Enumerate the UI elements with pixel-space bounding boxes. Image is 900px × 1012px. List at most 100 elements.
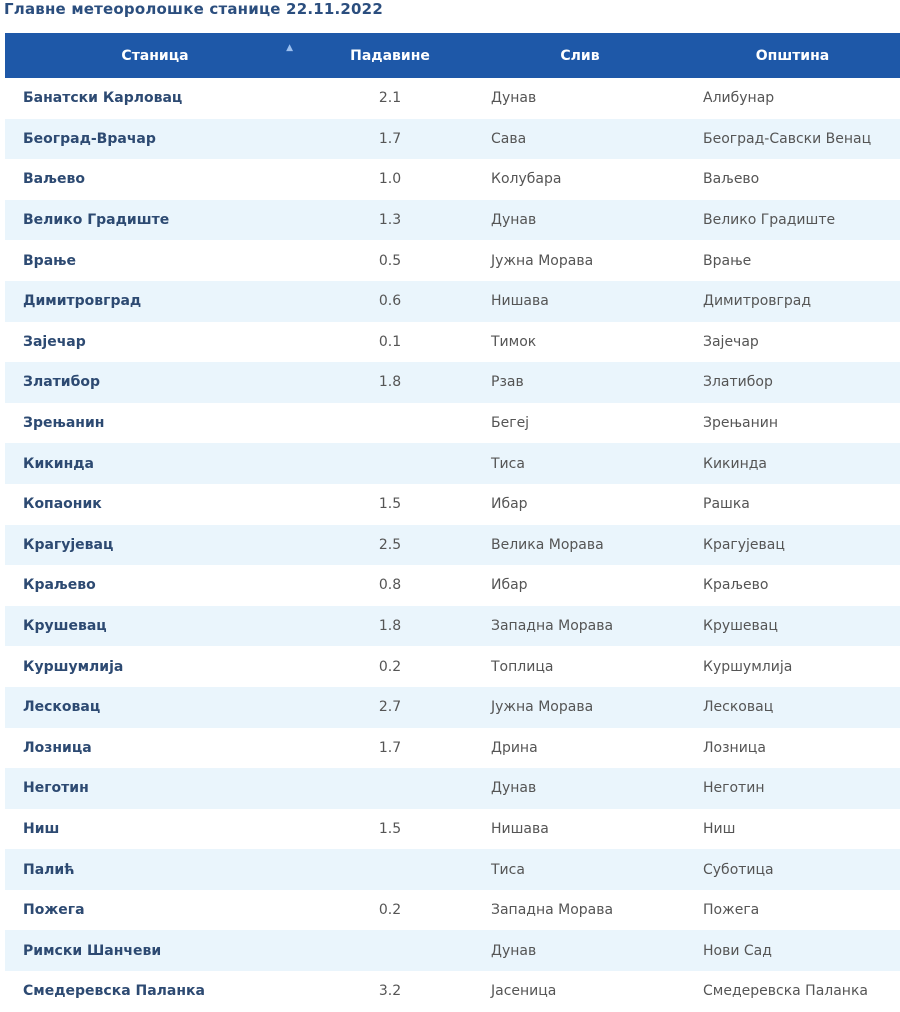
- station-cell: Неготин: [23, 780, 89, 797]
- basin-cell: Западна Морава: [491, 902, 614, 919]
- basin-cell: Нишава: [491, 293, 549, 310]
- municipality-cell: Зајечар: [703, 333, 759, 350]
- basin-cell: Рзав: [491, 374, 524, 391]
- precip-cell: 1.0: [378, 171, 402, 188]
- table-row: Златибор 1.8 Рзав Златибор: [5, 362, 900, 403]
- basin-cell: Бегеј: [491, 415, 530, 432]
- station-cell: Пожега: [23, 902, 85, 919]
- basin-cell: Сава: [491, 130, 527, 147]
- table-row: Лесковац 2.7 Јужна Морава Лесковац: [5, 686, 900, 728]
- basin-cell: Тимок: [491, 333, 537, 350]
- column-header-municipality[interactable]: Општина: [755, 47, 830, 64]
- station-cell: Лозница: [23, 739, 92, 756]
- table-row: Палић Тиса Суботица: [5, 849, 900, 890]
- basin-cell: Ибар: [491, 496, 528, 513]
- basin-cell: Дунав: [491, 942, 537, 959]
- table-row: Београд-Врачар 1.7 Сава Београд-Савски Вена…: [5, 118, 900, 160]
- precip-cell: 0.1: [378, 333, 402, 350]
- station-cell: Димитровград: [23, 293, 142, 310]
- basin-cell: Велика Морава: [491, 536, 604, 553]
- station-cell: Зрењанин: [23, 415, 105, 432]
- table-row: Кикинда Тиса Кикинда: [5, 443, 900, 484]
- station-cell: Ваљево: [23, 171, 85, 188]
- basin-cell: Дунав: [491, 212, 537, 229]
- column-header-precip[interactable]: Падавине: [350, 47, 430, 64]
- basin-cell: Дунав: [491, 780, 537, 797]
- municipality-cell: Неготин: [703, 780, 765, 797]
- station-cell: Смедеревска Паланка: [23, 983, 205, 1000]
- column-header-station[interactable]: Станица ▲: [5, 33, 305, 78]
- precip-cell: [305, 768, 475, 809]
- basin-cell: Тиса: [491, 455, 525, 472]
- basin-cell: Јужна Морава: [491, 699, 594, 716]
- municipality-cell: Велико Градиште: [703, 212, 836, 229]
- basin-cell: Јужна Морава: [491, 252, 594, 269]
- table-row: Велико Градиште 1.3 Дунав Велико Градиште: [5, 199, 900, 241]
- station-cell: Копаоник: [23, 496, 102, 513]
- table-row: Крагујевац 2.5 Велика Морава Крагујевац: [5, 524, 900, 566]
- sort-ascending-icon[interactable]: ▲: [286, 43, 293, 53]
- municipality-cell: Ниш: [703, 820, 736, 837]
- column-header-station-label: Станица: [121, 47, 189, 64]
- precip-cell: [305, 930, 475, 971]
- table-row: Крушевац 1.8 Западна Морава Крушевац: [5, 605, 900, 647]
- table-row: Римски Шанчеви Дунав Нови Сад: [5, 930, 900, 972]
- station-cell: Лесковац: [23, 699, 101, 716]
- station-cell: Краљево: [23, 577, 96, 594]
- table-row: Димитровград 0.6 Нишава Димитровград: [5, 280, 900, 322]
- stations-table: Станица ▲ Падавине Слив Општина Банатски …: [5, 33, 900, 1012]
- station-cell: Ниш: [23, 820, 60, 837]
- municipality-cell: Зрењанин: [703, 415, 779, 432]
- municipality-cell: Београд-Савски Венац: [703, 130, 872, 147]
- column-header-basin[interactable]: Слив: [560, 47, 600, 64]
- table-row: Банатски Карловац 2.1 Дунав Алибунар: [5, 78, 900, 119]
- municipality-cell: Кикинда: [703, 455, 768, 472]
- basin-cell: Топлица: [491, 658, 554, 675]
- municipality-cell: Куршумлија: [703, 658, 793, 675]
- precip-cell: [305, 403, 475, 444]
- precip-cell: 0.2: [378, 658, 402, 675]
- basin-cell: Западна Морава: [491, 618, 614, 635]
- precip-cell: 1.8: [378, 374, 402, 391]
- precip-cell: 0.5: [378, 252, 402, 269]
- table-row: Смедеревска Паланка 3.2 Јасеница Смедеревск…: [5, 971, 900, 1012]
- municipality-cell: Лозница: [703, 739, 766, 756]
- municipality-cell: Ваљево: [703, 171, 760, 188]
- precip-cell: 0.6: [378, 293, 402, 310]
- municipality-cell: Алибунар: [703, 90, 775, 107]
- basin-cell: Дрина: [491, 739, 538, 756]
- municipality-cell: Врање: [703, 252, 752, 269]
- precip-cell: [305, 849, 475, 890]
- page-title: Главне метеоролошке станице 22.11.2022: [4, 0, 383, 18]
- municipality-cell: Нови Сад: [703, 942, 772, 959]
- station-cell: Палић: [23, 861, 75, 878]
- station-cell: Римски Шанчеви: [23, 942, 162, 959]
- municipality-cell: Смедеревска Паланка: [703, 983, 868, 1000]
- table-row: Ниш 1.5 Нишава Ниш: [5, 809, 900, 850]
- station-cell: Зајечар: [23, 333, 86, 350]
- station-cell: Златибор: [23, 374, 100, 391]
- precip-cell: 2.1: [378, 90, 402, 107]
- municipality-cell: Рашка: [703, 496, 750, 513]
- basin-cell: Ибар: [491, 577, 528, 594]
- table-row: Неготин Дунав Неготин: [5, 768, 900, 809]
- table-row: Краљево 0.8 Ибар Краљево: [5, 565, 900, 606]
- table-row: Врање 0.5 Јужна Морава Врање: [5, 240, 900, 281]
- station-cell: Куршумлија: [23, 658, 124, 675]
- precip-cell: 0.2: [378, 902, 402, 919]
- table-row: Ваљево 1.0 Колубара Ваљево: [5, 159, 900, 200]
- table-row: Пожега 0.2 Западна Морава Пожега: [5, 890, 900, 931]
- municipality-cell: Златибор: [703, 374, 773, 391]
- precip-cell: [305, 443, 475, 484]
- station-cell: Банатски Карловац: [23, 90, 183, 107]
- basin-cell: Дунав: [491, 90, 537, 107]
- station-cell: Београд-Врачар: [23, 130, 156, 147]
- table-row: Зрењанин Бегеј Зрењанин: [5, 403, 900, 444]
- station-cell: Врање: [23, 252, 77, 269]
- station-cell: Крушевац: [23, 618, 107, 635]
- precip-cell: 1.7: [378, 739, 402, 756]
- table-row: Зајечар 0.1 Тимок Зајечар: [5, 322, 900, 363]
- precip-cell: 1.3: [378, 212, 402, 229]
- basin-cell: Јасеница: [491, 983, 557, 1000]
- station-cell: Крагујевац: [23, 536, 114, 553]
